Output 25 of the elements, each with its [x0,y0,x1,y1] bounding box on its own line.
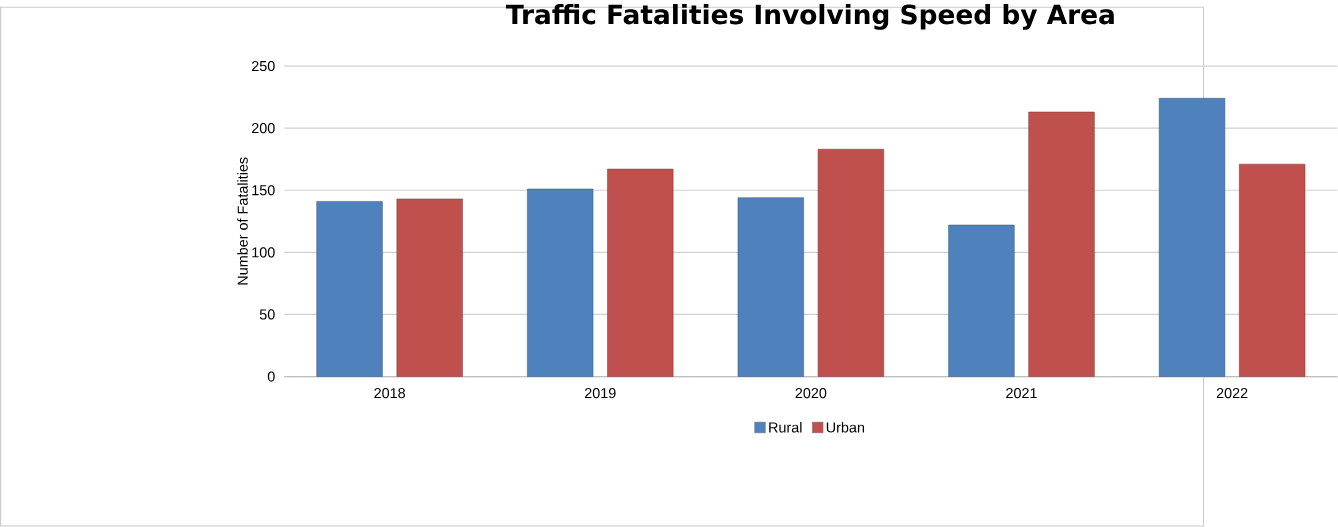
bar [527,188,594,377]
x-tick-label: 2018 [374,388,406,399]
bar [396,198,463,377]
legend-label: Rural [769,422,802,433]
x-tick-label: 2022 [1216,388,1248,399]
bar [1158,98,1226,377]
bar [1028,111,1095,377]
x-tick-label: 2021 [1006,388,1037,399]
y-tick-label: 50 [259,309,275,320]
y-tick-label: 250 [251,61,275,72]
bar [607,168,674,377]
x-tick-label: 2020 [795,388,827,399]
bar [948,224,1015,377]
y-axis-title: Number of Fatalities [237,157,248,285]
y-tick-label: 150 [252,185,275,196]
y-tick-label: 0 [267,371,275,382]
x-tick-label: 2019 [584,388,616,399]
y-tick-label: 100 [252,247,275,258]
bar [1239,164,1306,377]
bar [316,201,383,377]
chart-title: Traffic Fatalities Involving Speed by Area [505,4,1114,30]
bar [817,149,884,377]
legend-label: Urban [826,422,865,433]
bar [737,197,804,377]
y-tick-label: 200 [251,123,275,134]
